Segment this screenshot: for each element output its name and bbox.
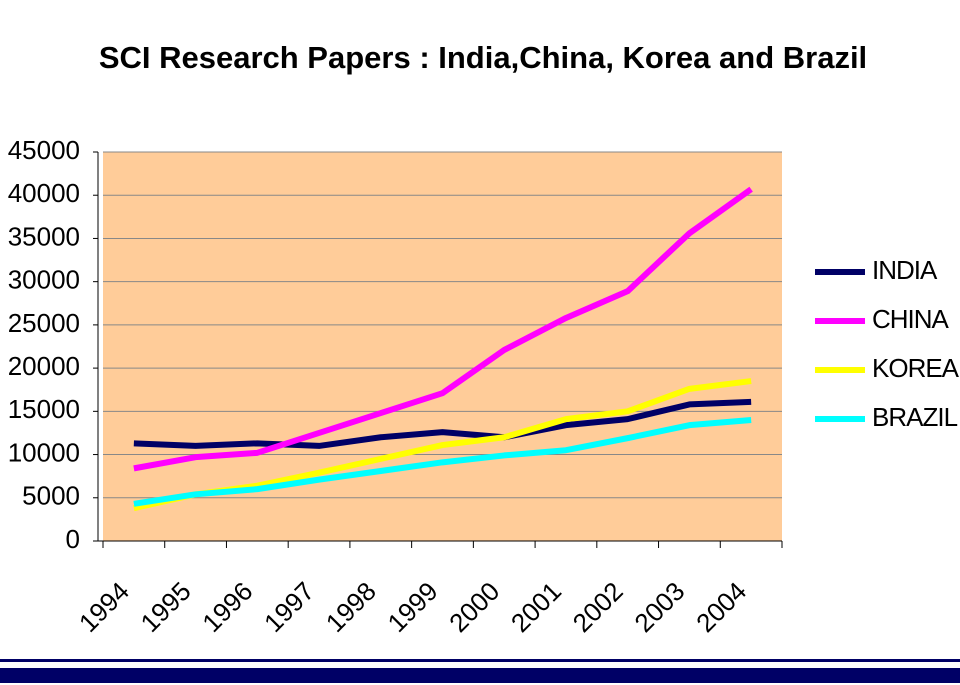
y-tick-label: 30000 (8, 265, 80, 295)
x-tick-label: 2002 (567, 576, 629, 638)
legend-label: INDIA (872, 255, 938, 285)
y-tick-label: 20000 (8, 351, 80, 381)
x-tick-label: 2001 (505, 576, 567, 638)
x-tick-label: 1995 (135, 576, 197, 638)
x-tick-label: 2003 (628, 576, 690, 638)
y-tick-label: 40000 (8, 178, 80, 208)
y-tick-label: 15000 (8, 394, 80, 424)
y-tick-label: 45000 (8, 135, 80, 165)
x-tick-label: 1997 (258, 576, 320, 638)
y-tick-label: 5000 (22, 481, 80, 511)
series-line (133, 186, 753, 472)
x-tick-label: 1994 (73, 576, 135, 638)
y-tick-label: 25000 (8, 308, 80, 338)
x-tick-label: 1998 (320, 576, 382, 638)
x-tick-label: 2004 (690, 576, 752, 638)
series-line (133, 416, 752, 507)
x-tick-label: 2000 (443, 576, 505, 638)
x-tick-label: 1999 (381, 576, 443, 638)
y-tick-label: 35000 (8, 221, 80, 251)
legend-label: CHINA (872, 304, 950, 334)
legend-label: KOREA (872, 353, 960, 383)
footer-bar (0, 668, 960, 683)
plot-background (103, 152, 782, 541)
chart-title: SCI Research Papers : India,China, Korea… (99, 40, 867, 75)
x-tick-label: 1996 (196, 576, 258, 638)
y-tick-label: 0 (66, 524, 80, 554)
series-line (133, 398, 752, 449)
footer-rule (0, 659, 960, 662)
y-tick-label: 10000 (8, 437, 80, 467)
legend-label: BRAZIL (872, 402, 958, 432)
